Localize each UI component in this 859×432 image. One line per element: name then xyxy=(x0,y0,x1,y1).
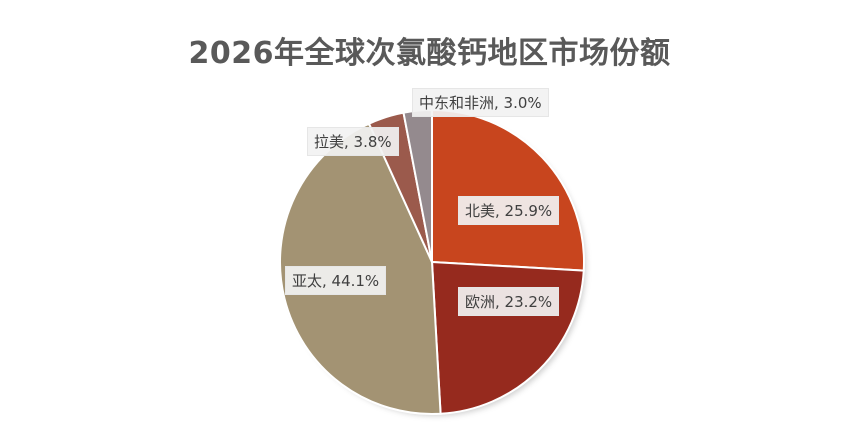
slice-europe xyxy=(430,260,585,415)
label-north-america: 北美, 25.9% xyxy=(458,196,560,225)
chart-title: 2026年全球次氯酸钙地区市场份额 xyxy=(188,36,671,71)
label-asia-pacific: 亚太, 44.1% xyxy=(285,266,387,295)
label-europe: 欧洲, 23.2% xyxy=(458,287,560,316)
label-latin-america: 拉美, 3.8% xyxy=(307,127,399,156)
label-middle-east-africa: 中东和非洲, 3.0% xyxy=(412,88,549,117)
slice-north-america xyxy=(431,108,585,272)
